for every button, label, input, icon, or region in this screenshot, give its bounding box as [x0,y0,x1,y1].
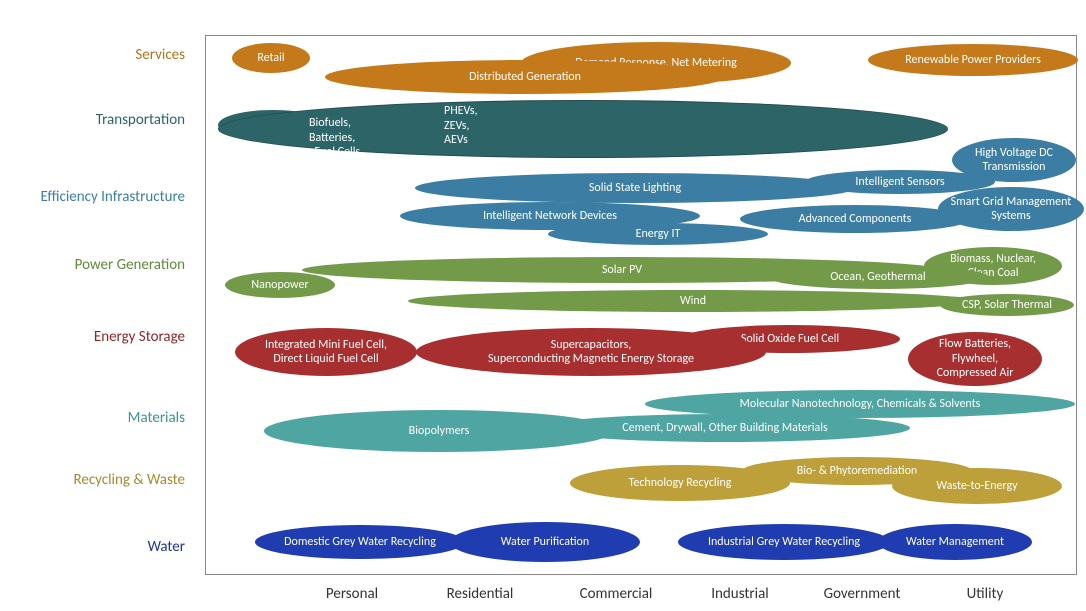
bubble: Industrial Grey Water Recycling [678,524,890,560]
y-axis-label: Transportation [0,111,200,129]
x-axis-label: Industrial [690,585,790,603]
y-axis-label: Materials [0,409,200,427]
bubble: Solid State Lighting [415,173,855,203]
bubble: Domestic Grey Water Recycling [255,525,465,559]
bubble: Flow Batteries,Flywheel,Compressed Air [908,332,1042,386]
y-axis-label: Services [0,46,200,64]
bubble: Ocean, Geothermal [768,265,988,289]
y-axis-label: Water [0,538,200,556]
y-axis-label: Recycling & Waste [0,471,200,489]
bubble: Technology Recycling [570,465,790,501]
bubble: PHEVs,ZEVs,AEVs [440,104,530,148]
bubble: CSP, Solar Thermal [940,294,1074,316]
x-axis-label: Government [812,585,912,603]
x-axis-label: Utility [935,585,1035,603]
bubble: Biopolymers [264,410,614,452]
bubble: Renewable Power Providers [868,44,1078,76]
bubble: Biofuels,Batteries, Fuel Cells [305,116,425,160]
y-axis-label: Energy Storage [0,328,200,346]
bubble: Retail [232,43,310,73]
bubble: Energy IT [548,223,768,245]
bubble: Integrated Mini Fuel Cell,Direct Liquid … [235,328,417,376]
bubble: Water Management [878,524,1032,560]
x-axis-label: Personal [302,585,402,603]
bubble: Water Purification [450,522,640,562]
bubble: Nanopower [225,272,335,298]
y-axis-label: Power Generation [0,256,200,274]
bubble: Supercapacitors,Superconducting Magnetic… [416,328,766,376]
x-axis-label: Commercial [566,585,666,603]
bubble: Waste-to-Energy [892,468,1062,504]
bubble: Wind [408,290,978,312]
y-axis-label: Efficiency Infrastructure [0,188,200,206]
bubble: Advanced Components [740,205,970,233]
bubble: Distributed Generation [325,60,725,94]
x-axis-label: Residential [430,585,530,603]
